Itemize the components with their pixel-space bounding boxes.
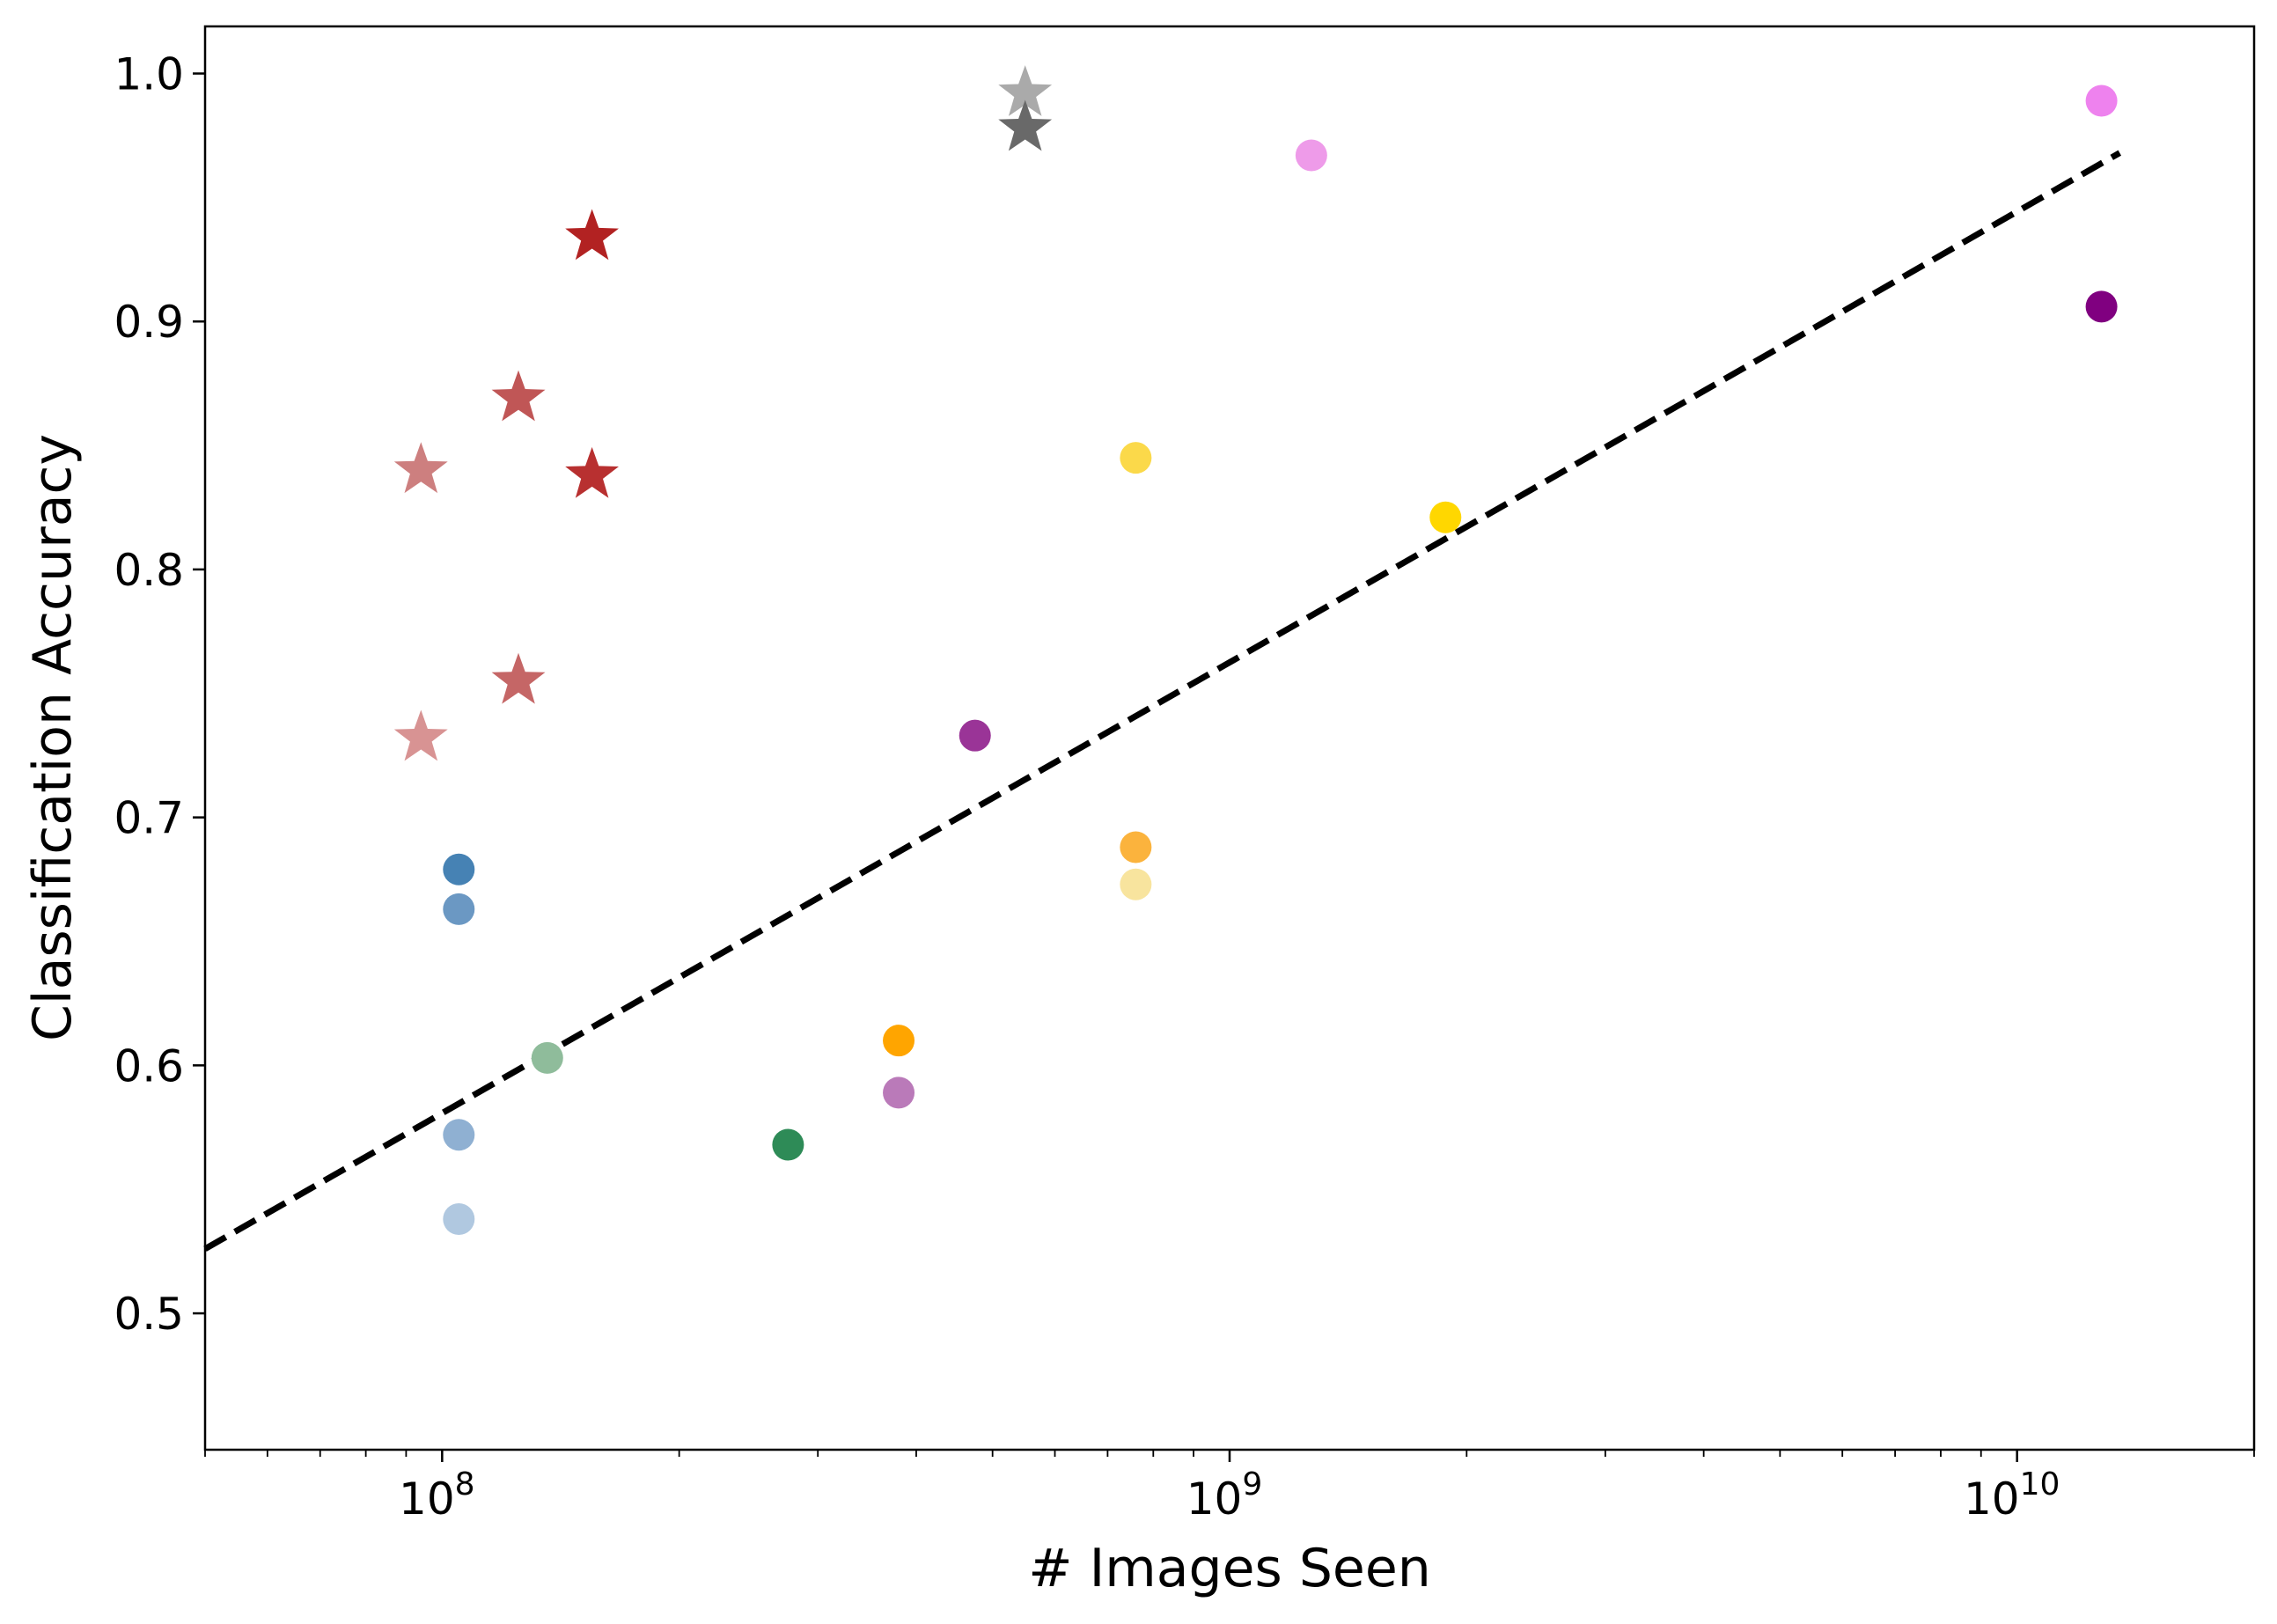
circle-marker bbox=[883, 1025, 915, 1057]
star-marker bbox=[491, 370, 546, 422]
circle-marker bbox=[531, 1041, 563, 1074]
circle-marker bbox=[883, 1077, 915, 1109]
circle-marker bbox=[1120, 831, 1152, 863]
x-axis-label: # Images Seen bbox=[1028, 1538, 1431, 1599]
circle-marker bbox=[443, 1203, 475, 1236]
y-axis-label: Classification Accuracy bbox=[22, 434, 84, 1041]
points-layer bbox=[393, 65, 2118, 1236]
circle-marker bbox=[772, 1128, 804, 1161]
star-marker bbox=[565, 209, 619, 261]
circle-marker bbox=[443, 1119, 475, 1151]
circle-marker bbox=[1120, 442, 1152, 474]
x-tick-label: 1010 bbox=[1964, 1466, 2060, 1525]
star-marker bbox=[998, 65, 1053, 116]
circle-marker bbox=[2085, 85, 2118, 117]
circle-marker bbox=[959, 719, 991, 752]
circle-marker bbox=[443, 893, 475, 925]
x-tick-label: 109 bbox=[1186, 1466, 1263, 1525]
star-marker bbox=[998, 99, 1053, 151]
circle-marker bbox=[1295, 139, 1327, 172]
star-marker bbox=[491, 652, 546, 704]
circle-marker bbox=[2085, 290, 2118, 323]
y-tick-label: 0.5 bbox=[114, 1289, 184, 1340]
circle-marker bbox=[1120, 868, 1152, 900]
x-tick-label: 108 bbox=[399, 1466, 475, 1525]
circle-marker bbox=[443, 853, 475, 885]
y-tick-label: 1.0 bbox=[114, 49, 184, 100]
y-axis: 0.5 0.6 0.7 0.8 0.9 1.0 bbox=[114, 49, 205, 1340]
y-tick-label: 0.7 bbox=[114, 793, 184, 844]
y-tick-label: 0.8 bbox=[114, 545, 184, 596]
star-marker bbox=[565, 446, 619, 498]
y-tick-label: 0.9 bbox=[114, 297, 184, 348]
trend-line bbox=[203, 150, 2122, 1252]
star-marker bbox=[393, 442, 448, 494]
y-tick-label: 0.6 bbox=[114, 1040, 184, 1091]
circle-marker bbox=[1429, 501, 1462, 533]
trend-layer bbox=[203, 150, 2122, 1252]
star-marker bbox=[393, 709, 448, 761]
x-axis: 108 109 1010 bbox=[204, 1450, 2255, 1525]
